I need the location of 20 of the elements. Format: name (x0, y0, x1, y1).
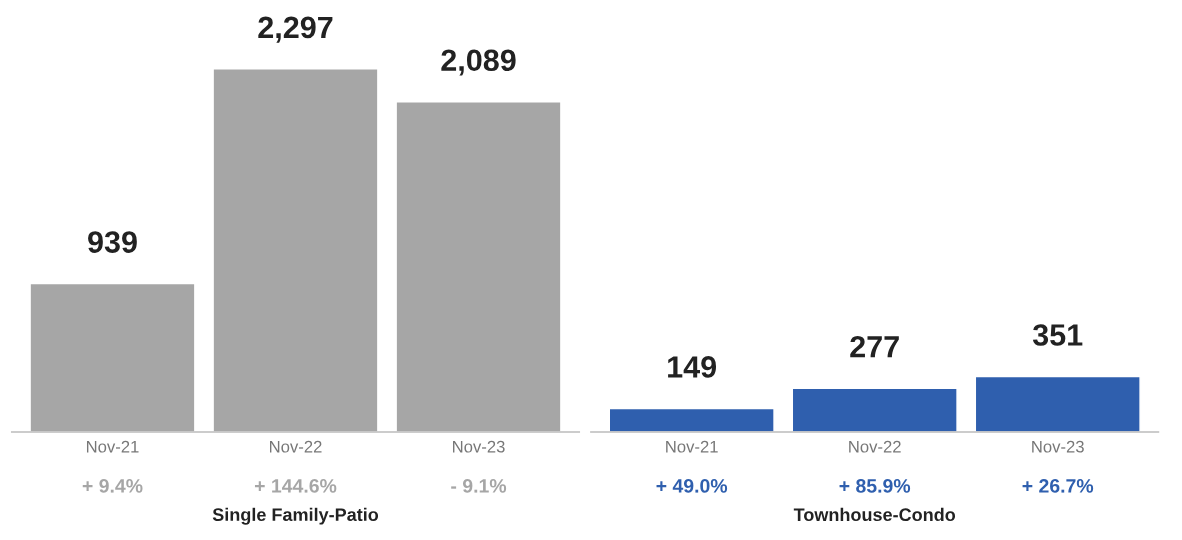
text: Townhouse-Condo (793, 507, 956, 522)
data-label: 149 (668, 356, 717, 378)
x-tick-label: Nov-23 (1032, 440, 1084, 453)
text: + 26.7% (1022, 479, 1094, 493)
data-label: 277 (850, 335, 899, 358)
data-label: 2,089 (441, 49, 516, 76)
text: - 9.1% (451, 479, 507, 493)
x-tick-label: Nov-22 (270, 440, 322, 453)
data-label: 2,297 (258, 16, 333, 43)
text: Single Family-Patio (212, 507, 379, 525)
text: + 49.0% (656, 479, 728, 493)
data-label: 939 (88, 231, 137, 253)
text: + 85.9% (839, 479, 911, 493)
x-tick-label: Nov-21 (86, 440, 139, 453)
data-label: 351 (1032, 324, 1083, 346)
x-tick-label: Nov-23 (453, 440, 505, 453)
x-tick-label: Nov-22 (849, 440, 901, 453)
x-tick-label: Nov-21 (666, 440, 718, 453)
text: + 144.6% (254, 479, 337, 493)
text: + 9.4% (82, 479, 143, 493)
